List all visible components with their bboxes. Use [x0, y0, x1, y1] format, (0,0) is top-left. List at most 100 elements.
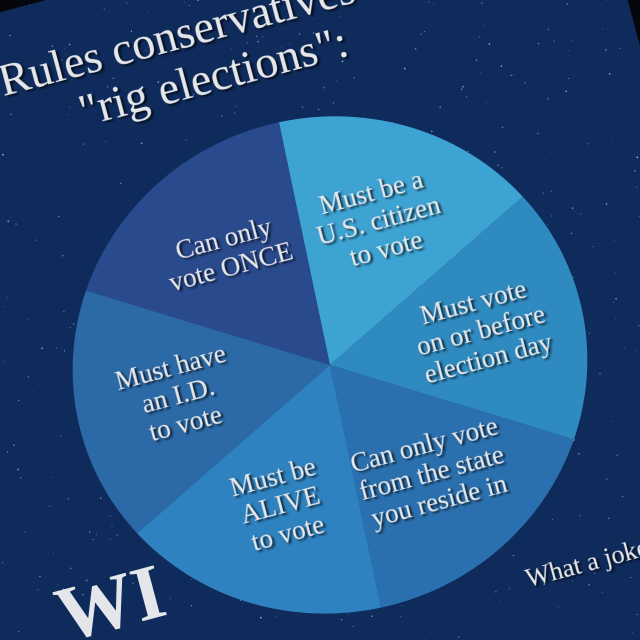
star [235, 106, 237, 108]
star [9, 34, 11, 37]
star [140, 48, 142, 50]
star [10, 113, 12, 116]
star [105, 141, 107, 143]
star [37, 588, 39, 590]
star [619, 47, 621, 49]
star [109, 515, 111, 517]
star [280, 46, 282, 48]
star [615, 297, 617, 300]
star [611, 138, 613, 140]
star [278, 4, 280, 7]
star [107, 85, 108, 86]
star [192, 94, 194, 96]
star [495, 591, 497, 593]
star [255, 35, 258, 38]
star [145, 49, 147, 51]
star [467, 150, 469, 153]
star [47, 82, 50, 85]
star [107, 86, 109, 88]
star [213, 118, 214, 119]
star [9, 379, 11, 381]
star [68, 106, 71, 108]
star [494, 151, 496, 153]
star [18, 399, 20, 402]
star [233, 112, 236, 114]
star [480, 2, 483, 5]
star [62, 588, 65, 590]
star [574, 210, 575, 212]
star [636, 156, 638, 159]
star [572, 276, 574, 278]
pie-slice [329, 364, 574, 608]
star [21, 112, 23, 114]
star [578, 452, 580, 455]
star [322, 86, 325, 89]
star [428, 1, 430, 3]
star [510, 74, 512, 77]
star [28, 4, 30, 6]
star [38, 45, 39, 47]
star [39, 575, 41, 578]
star [457, 636, 460, 638]
star [479, 72, 481, 74]
star [607, 478, 609, 480]
star [600, 610, 602, 612]
star [234, 96, 235, 98]
star [433, 3, 435, 5]
star [588, 332, 591, 334]
star [148, 10, 149, 12]
star [462, 85, 464, 88]
star [197, 0, 200, 2]
star [239, 599, 241, 601]
star [88, 531, 91, 534]
star [27, 376, 30, 378]
star [80, 555, 81, 556]
pie-slice [278, 116, 523, 365]
pie-slice [72, 290, 330, 534]
star [592, 246, 594, 248]
star [52, 552, 54, 554]
star [207, 90, 209, 92]
star [340, 618, 343, 621]
star [13, 356, 15, 358]
star [119, 182, 122, 185]
star [371, 615, 373, 617]
star [637, 324, 640, 327]
star [426, 18, 427, 20]
star [607, 517, 610, 520]
star [20, 477, 22, 479]
star [70, 488, 71, 489]
star [155, 600, 157, 602]
star [615, 318, 616, 320]
star [466, 150, 468, 152]
star [547, 28, 549, 31]
star [341, 60, 344, 63]
star [340, 16, 342, 18]
star [614, 271, 616, 273]
star [15, 223, 17, 225]
star [272, 1, 274, 3]
star [57, 215, 60, 218]
star [100, 497, 102, 499]
star [51, 45, 54, 47]
star [183, 1, 185, 3]
star [571, 207, 574, 209]
star [61, 59, 63, 61]
star [579, 514, 581, 517]
star [524, 81, 526, 84]
pie-slice [137, 364, 382, 614]
star [260, 616, 262, 619]
star [484, 25, 485, 26]
star [537, 132, 539, 135]
star [465, 96, 467, 98]
star [624, 347, 626, 349]
star [401, 605, 403, 607]
star [157, 81, 160, 83]
star [73, 323, 75, 325]
star [2, 65, 4, 67]
star [570, 40, 572, 42]
star [24, 531, 26, 533]
star [635, 350, 637, 351]
star [112, 77, 115, 80]
